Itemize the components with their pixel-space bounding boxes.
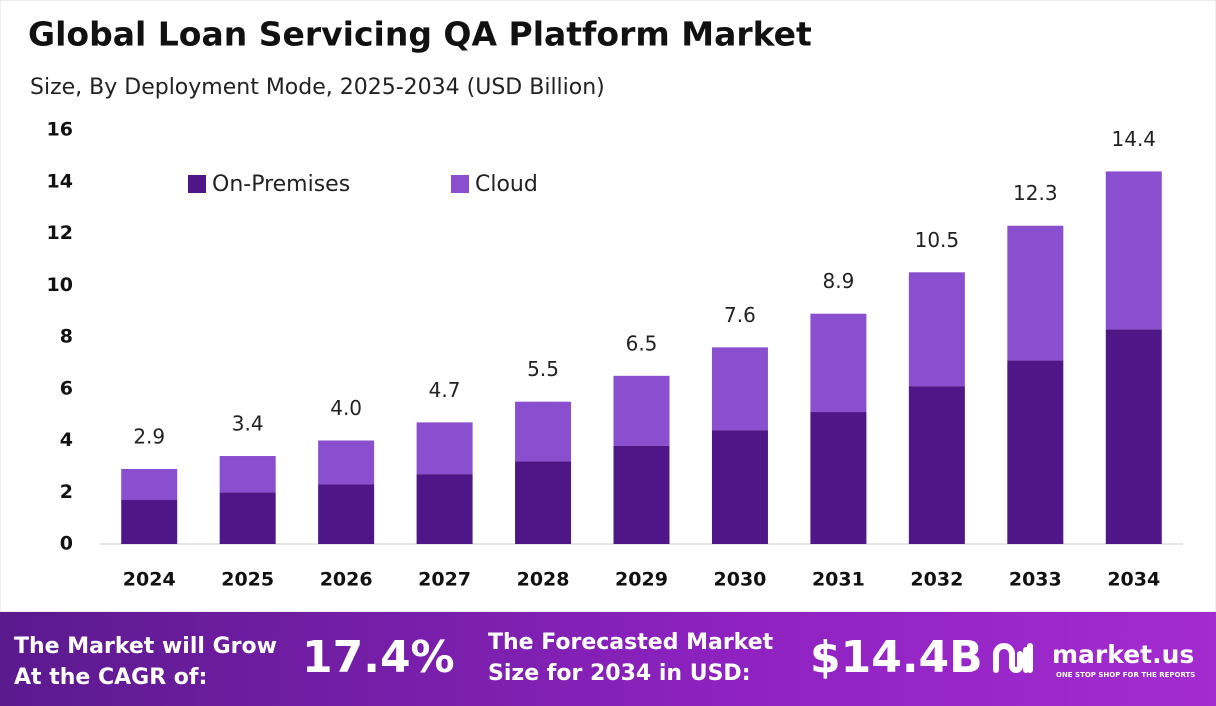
bar-segment (613, 445, 670, 544)
x-tick-label: 2034 (1107, 569, 1160, 591)
y-tick-label: 6 (60, 377, 73, 399)
bar-segment (908, 386, 965, 544)
bar-segment (219, 492, 276, 544)
x-tick-label: 2031 (812, 569, 865, 591)
total-label: 5.5 (527, 357, 559, 381)
footer-text: The Market will Grow (14, 634, 277, 659)
y-tick-label: 14 (47, 170, 73, 192)
bar-segment (1105, 171, 1162, 330)
total-label: 14.4 (1112, 127, 1157, 151)
bar-segment (810, 313, 867, 413)
bar-segment (1007, 225, 1064, 361)
bar-segment (810, 412, 867, 544)
total-label: 4.0 (330, 396, 362, 420)
x-tick-label: 2024 (123, 569, 176, 591)
bar-segment (711, 430, 768, 544)
y-tick-label: 4 (60, 429, 73, 451)
legend-label: Cloud (475, 172, 538, 197)
bar-segment (515, 461, 572, 544)
x-tick-label: 2029 (615, 569, 668, 591)
footer-value: 17.4% (302, 632, 455, 683)
x-tick-label: 2033 (1009, 569, 1062, 591)
bar-segment (121, 468, 178, 501)
x-tick-label: 2030 (714, 569, 767, 591)
total-label: 8.9 (823, 269, 855, 293)
legend-swatch (451, 175, 469, 193)
bar-segment (219, 456, 276, 493)
footer-text: Size for 2034 in USD: (488, 661, 751, 686)
y-tick-label: 8 (60, 326, 73, 348)
footer-banner (0, 612, 1216, 706)
y-tick-label: 0 (60, 533, 73, 555)
bar-segment (121, 500, 178, 544)
y-tick-label: 12 (47, 222, 73, 244)
footer-value: $14.4B (810, 632, 983, 683)
x-tick-label: 2027 (418, 569, 471, 591)
footer: The Market will Grow At the CAGR of: 17.… (14, 630, 1195, 690)
bar-segment (318, 484, 375, 544)
bar-segment (416, 422, 473, 475)
total-label: 10.5 (915, 228, 960, 252)
bar-segment (908, 272, 965, 387)
bar-segment (1007, 360, 1064, 544)
brand-tagline: ONE STOP SHOP FOR THE REPORTS (1056, 671, 1195, 679)
x-tick-label: 2032 (910, 569, 963, 591)
y-tick-label: 2 (60, 481, 73, 503)
total-label: 2.9 (133, 424, 165, 448)
chart-subtitle: Size, By Deployment Mode, 2025-2034 (USD… (30, 75, 605, 100)
total-label: 3.4 (232, 412, 264, 436)
brand-logo (993, 643, 1033, 673)
footer-text: The Forecasted Market (488, 630, 774, 655)
bar-segment (613, 375, 670, 446)
bar-segment (1105, 329, 1162, 544)
brand-name: market.us (1052, 640, 1194, 669)
total-label: 4.7 (429, 378, 461, 402)
x-tick-label: 2026 (320, 569, 373, 591)
bar-segment (515, 401, 572, 462)
total-label: 6.5 (626, 331, 658, 355)
total-label: 12.3 (1013, 181, 1058, 205)
chart-title: Global Loan Servicing QA Platform Market (28, 15, 812, 54)
total-label: 7.6 (724, 303, 756, 327)
bar-segment (318, 440, 375, 485)
legend-swatch (188, 175, 206, 193)
x-tick-label: 2025 (221, 569, 274, 591)
y-tick-label: 10 (47, 274, 73, 296)
y-tick-label: 16 (47, 119, 73, 141)
legend-label: On-Premises (212, 172, 350, 197)
bar-segment (416, 474, 473, 544)
x-tick-label: 2028 (517, 569, 570, 591)
bar-segment (711, 347, 768, 431)
footer-text: At the CAGR of: (14, 665, 207, 690)
